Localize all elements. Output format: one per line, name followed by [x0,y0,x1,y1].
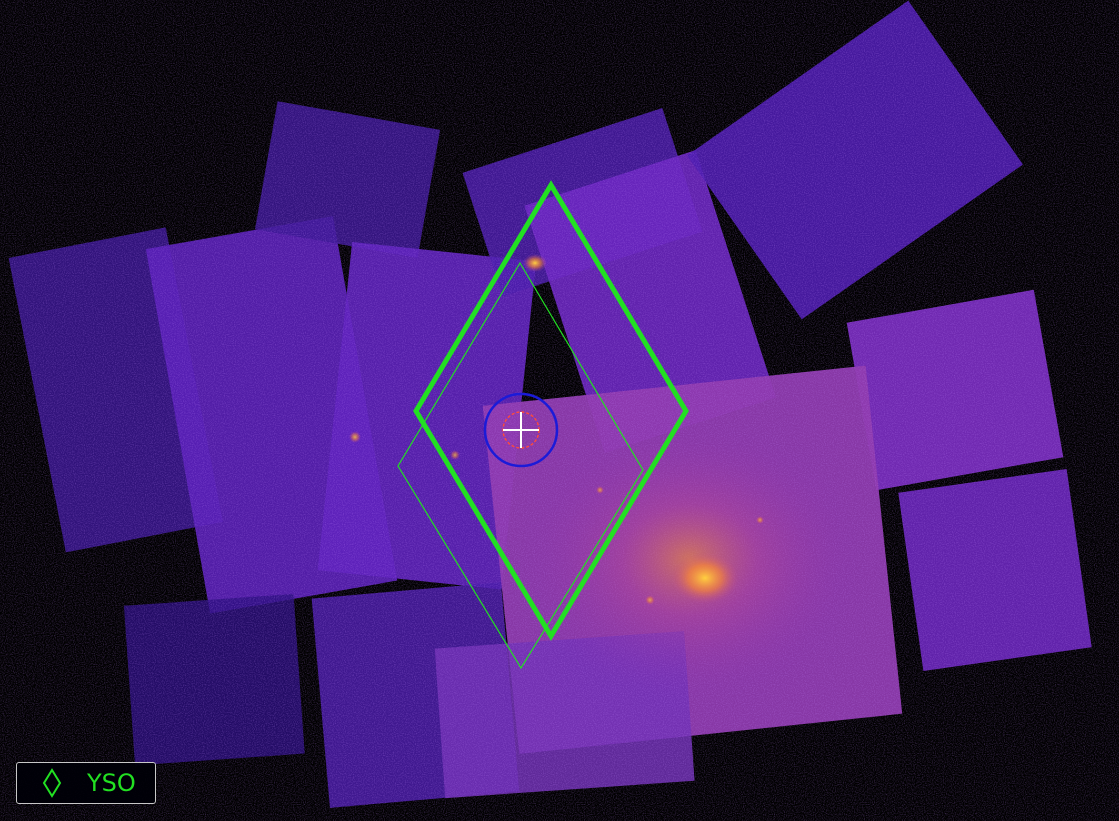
diamond-icon [17,763,87,803]
yso-region-outline[interactable] [397,261,644,670]
crosshair-icon [503,412,539,448]
point-source [596,486,604,494]
point-source [756,516,764,524]
legend-label: YSO [87,769,136,797]
bright-source [671,552,739,604]
point-source [349,431,361,443]
bright-source [523,254,547,272]
legend: YSO [16,762,156,804]
point-source [450,450,460,460]
yso-region[interactable] [413,180,689,641]
point-source [645,595,655,605]
aperture-circle[interactable] [483,392,559,468]
